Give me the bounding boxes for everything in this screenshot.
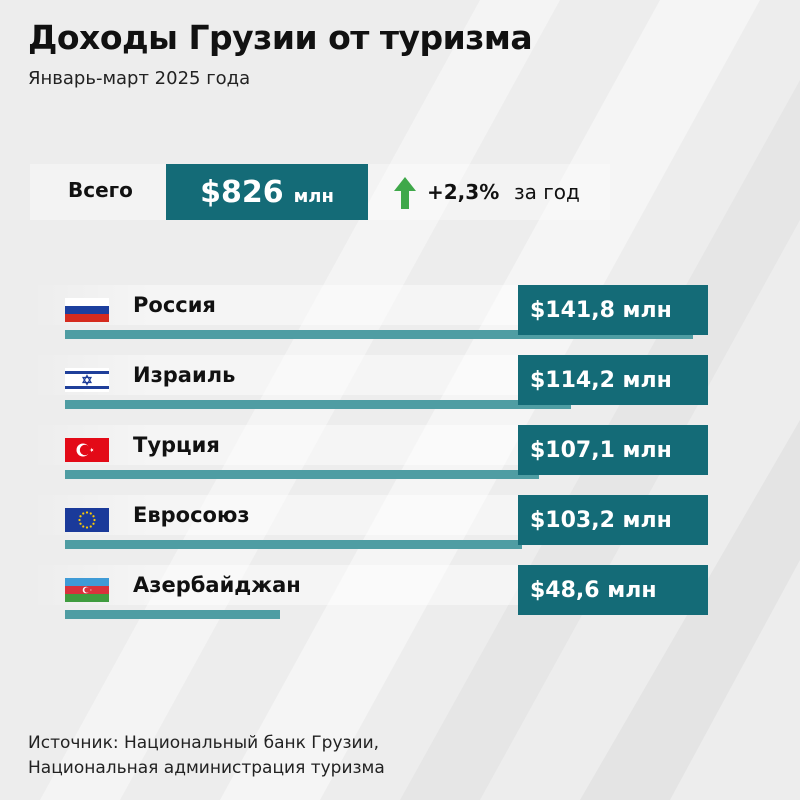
page-title: Доходы Грузии от туризма — [28, 18, 533, 57]
value-label: $141,8 млн — [530, 297, 672, 323]
value-label: $107,1 млн — [530, 437, 672, 463]
israel-flag-icon — [65, 368, 109, 392]
value-box: $48,6 млн — [518, 565, 708, 615]
country-name: Азербайджан — [133, 573, 301, 597]
country-row: Турция $107,1 млн — [0, 425, 800, 495]
country-name: Россия — [133, 293, 216, 317]
page-subtitle: Январь-март 2025 года — [28, 68, 251, 89]
country-row: Азербайджан $48,6 млн — [0, 565, 800, 635]
turkey-flag-icon — [65, 438, 109, 462]
country-row: Израиль $114,2 млн — [0, 355, 800, 425]
country-name: Турция — [133, 433, 220, 457]
russia-flag-icon — [65, 298, 109, 322]
value-box: $114,2 млн — [518, 355, 708, 405]
value-box: $103,2 млн — [518, 495, 708, 545]
bar — [65, 330, 693, 339]
value-label: $114,2 млн — [530, 367, 672, 393]
country-name: Израиль — [133, 363, 236, 387]
total-unit: млн — [293, 185, 334, 207]
total-value: $826 — [200, 174, 284, 210]
bar — [65, 540, 522, 549]
arrow-up-icon — [394, 177, 416, 209]
value-box: $107,1 млн — [518, 425, 708, 475]
bar — [65, 470, 539, 479]
source-note: Источник: Национальный банк Грузии, Наци… — [28, 731, 385, 781]
azerbaijan-flag-icon — [65, 578, 109, 602]
total-label: Всего — [68, 178, 133, 202]
value-label: $103,2 млн — [530, 507, 672, 533]
value-box: $141,8 млн — [518, 285, 708, 335]
source-line-1: Источник: Национальный банк Грузии, — [28, 733, 380, 753]
country-name: Евросоюз — [133, 503, 250, 527]
change-value: +2,3% — [427, 180, 500, 204]
country-row: Евросоюз $103,2 млн — [0, 495, 800, 565]
bar — [65, 400, 571, 409]
change-suffix: за год — [514, 180, 580, 204]
total-value-box: $826 млн — [166, 164, 368, 220]
source-line-2: Национальная администрация туризма — [28, 758, 385, 778]
value-label: $48,6 млн — [530, 577, 657, 603]
eu-flag-icon — [65, 508, 109, 532]
bar — [65, 610, 280, 619]
country-row: Россия $141,8 млн — [0, 285, 800, 355]
